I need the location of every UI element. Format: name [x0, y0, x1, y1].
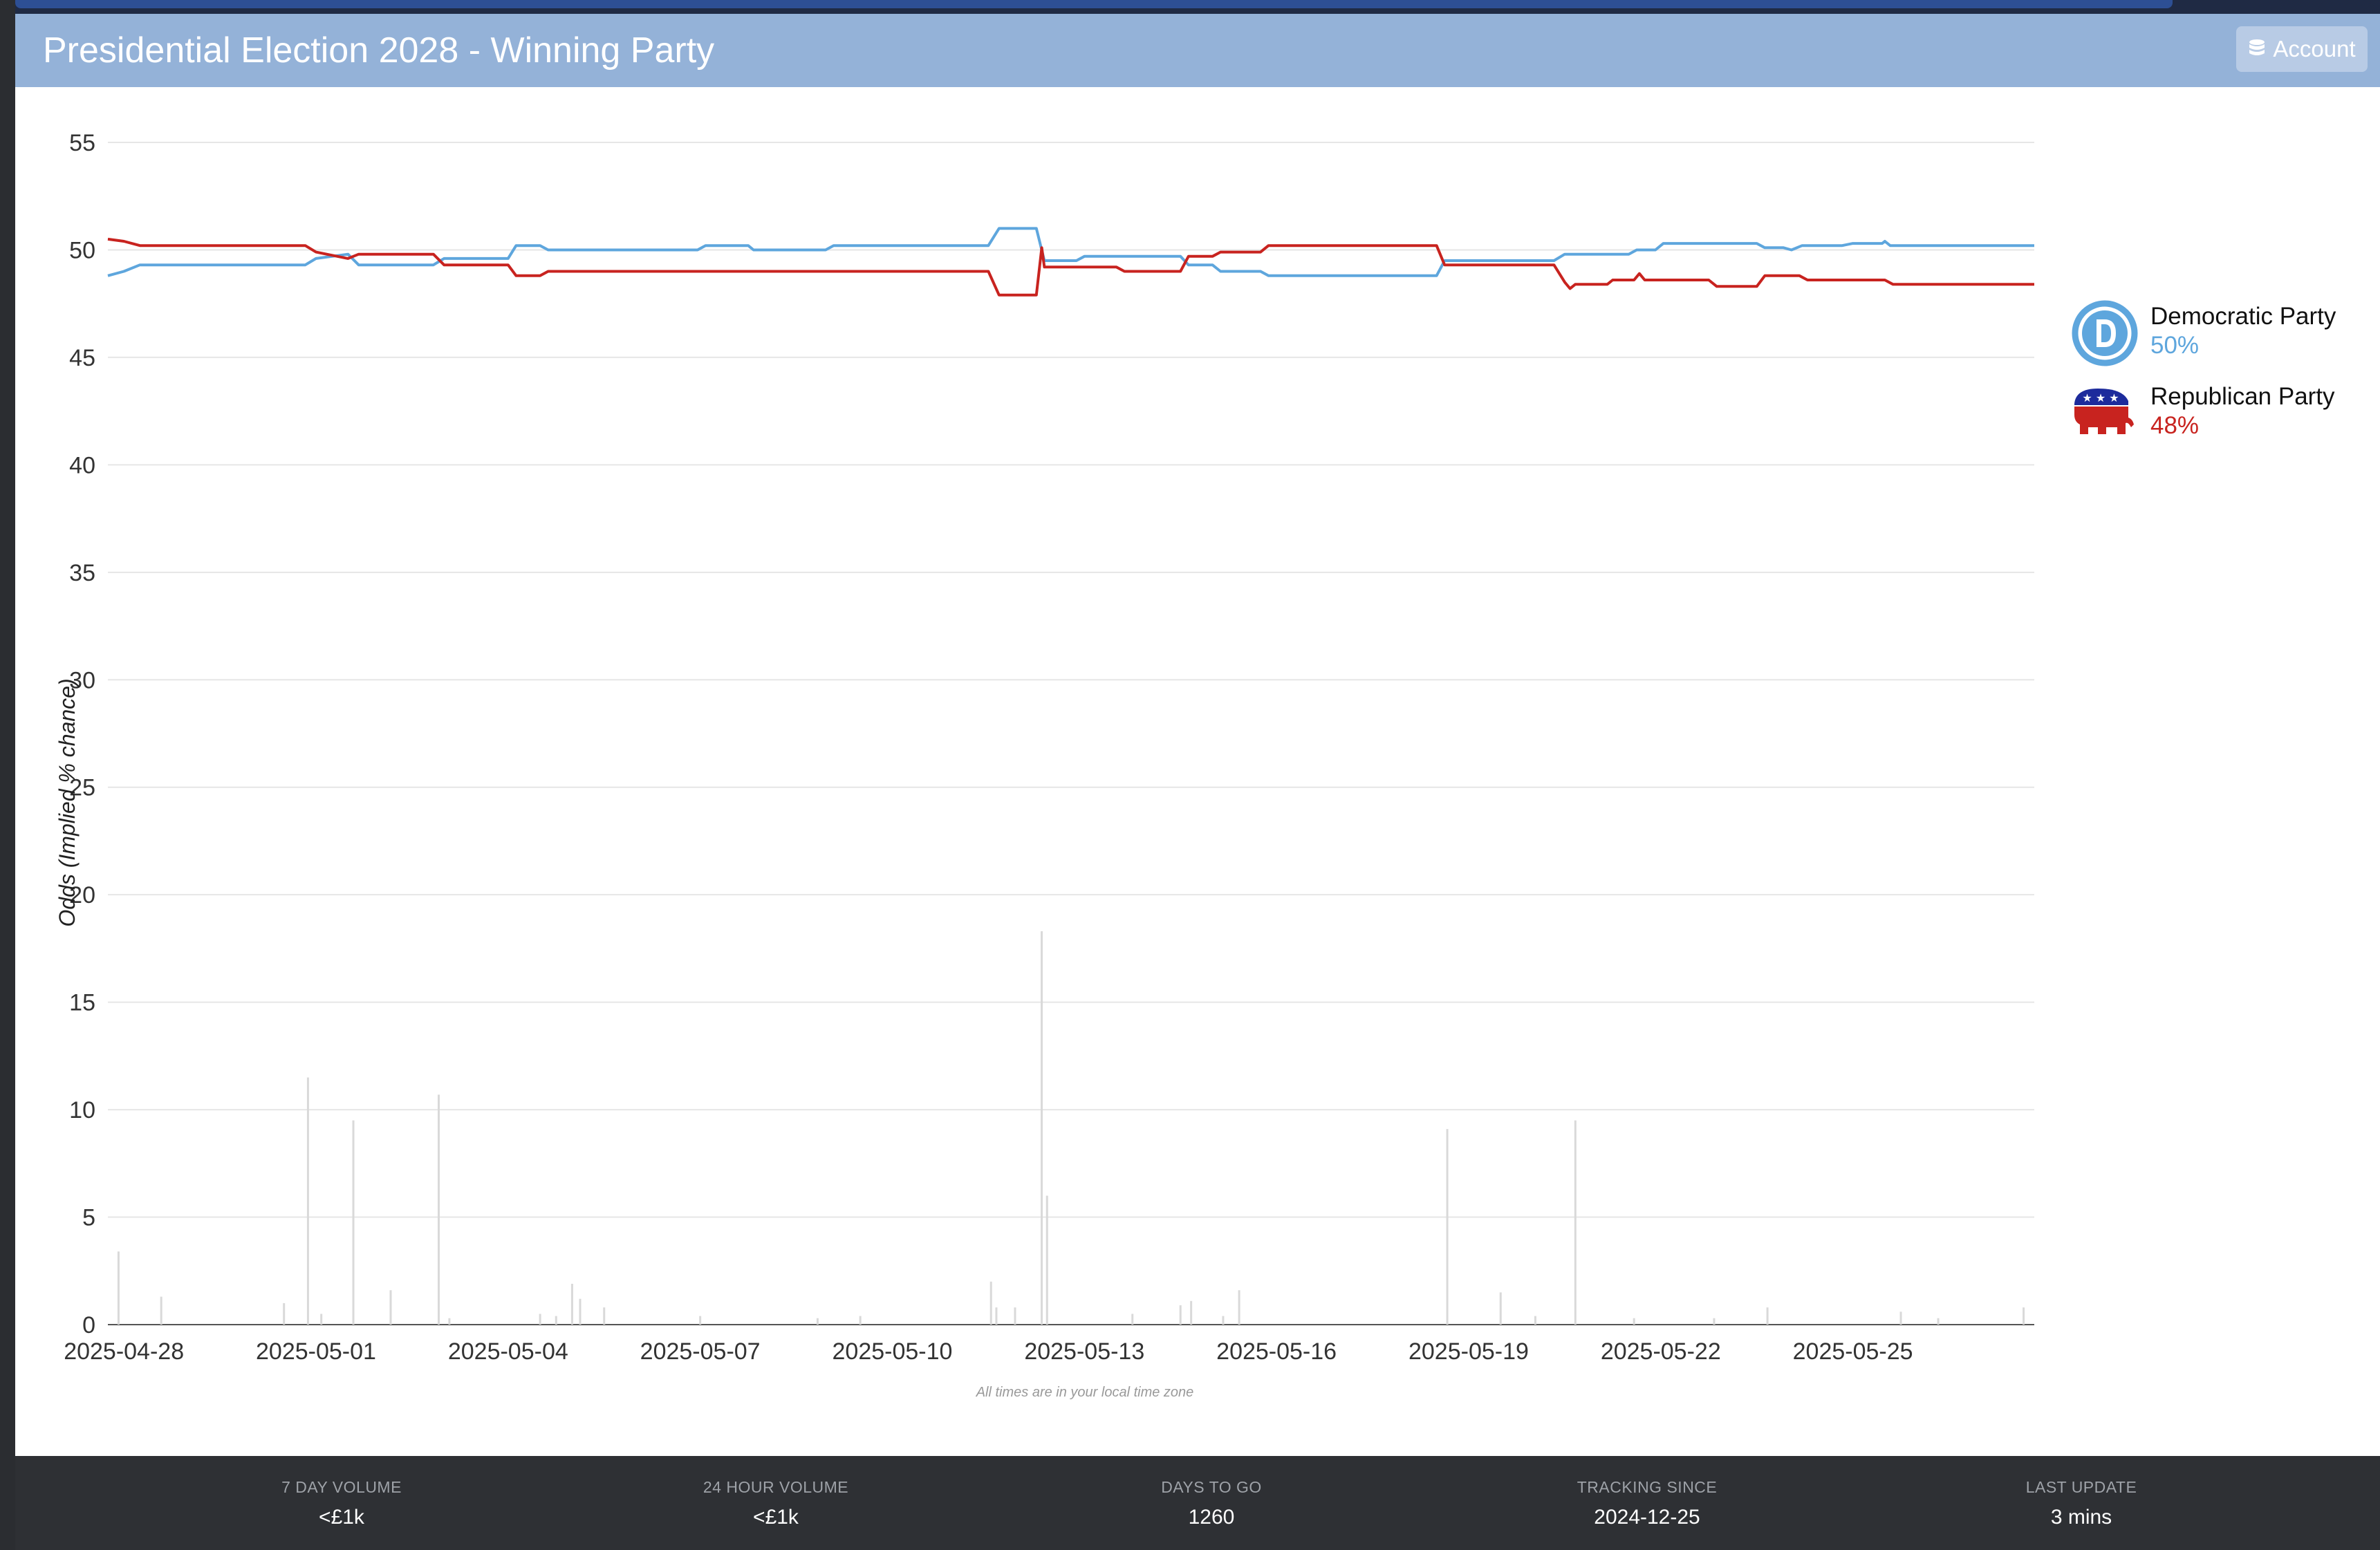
legend-percent: 48%	[2150, 412, 2200, 439]
stat-value: 3 mins	[2050, 1506, 2112, 1529]
democratic-donkey-d-logo-icon	[2072, 300, 2138, 366]
legend-item-democratic[interactable]: Democratic Party 50%	[2070, 295, 2380, 375]
page-header: Presidential Election 2028 - Winning Par…	[15, 14, 2380, 87]
stat-label: TRACKING SINCE	[1577, 1478, 1718, 1496]
x-tick-label: 2025-05-25	[1793, 1338, 1913, 1365]
stats-footer: 7 DAY VOLUME <£1k 24 HOUR VOLUME <£1k DA…	[15, 1456, 2380, 1550]
y-tick-label: 0	[82, 1312, 95, 1338]
account-button[interactable]: Account	[2236, 26, 2368, 72]
y-tick-label: 40	[69, 452, 95, 478]
legend-name: Democratic Party	[2150, 303, 2336, 330]
y-tick-label: 50	[69, 237, 95, 263]
y-tick-label: 10	[69, 1097, 95, 1123]
browser-top-strip	[0, 0, 2380, 14]
x-tick-label: 2025-05-10	[833, 1338, 953, 1365]
y-tick-label: 20	[69, 882, 95, 908]
stat-value: 2024-12-25	[1594, 1506, 1700, 1529]
stat-value: <£1k	[753, 1506, 799, 1529]
x-tick-label: 2025-04-28	[64, 1338, 184, 1365]
odds-chart: 0 5 10 15 20 25 30 35 40 45 50 55 2025-04-28 2025-05-…	[55, 130, 2034, 1400]
x-tick-label: 2025-05-19	[1409, 1338, 1529, 1365]
timezone-note: All times are in your local time zone	[976, 1385, 1194, 1400]
y-tick-label: 45	[69, 345, 95, 371]
y-tick-label: 15	[69, 990, 95, 1016]
x-tick-label: 2025-05-13	[1024, 1338, 1144, 1365]
y-tick-label: 25	[69, 775, 95, 801]
stat-label: 24 HOUR VOLUME	[703, 1478, 849, 1496]
y-tick-label: 5	[82, 1205, 95, 1231]
x-tick-label: 2025-05-04	[448, 1338, 568, 1365]
stat-value: <£1k	[319, 1506, 364, 1529]
y-axis-label: Odds (Implied % chance)	[55, 678, 80, 926]
legend-percent: 50%	[2150, 332, 2200, 359]
chart-area: 0 5 10 15 20 25 30 35 40 45 50 55 2025-04-28 2025-05-…	[15, 87, 2380, 1456]
legend-item-republican[interactable]: ★ ★ ★ Republican Party 48%	[2070, 375, 2380, 455]
y-tick-label: 35	[69, 560, 95, 586]
stat-label: 7 DAY VOLUME	[281, 1478, 402, 1496]
y-tick-label: 30	[69, 667, 95, 693]
x-tick-label: 2025-05-22	[1601, 1338, 1721, 1365]
y-tick-label: 55	[69, 130, 95, 156]
left-window-edge	[0, 0, 15, 1550]
x-tick-label: 2025-05-16	[1216, 1338, 1337, 1365]
stat-label: DAYS TO GO	[1161, 1478, 1262, 1496]
svg-text:★ ★ ★: ★ ★ ★	[2082, 391, 2119, 404]
top-accent-bar	[15, 0, 2173, 8]
stat-value: 1260	[1188, 1506, 1235, 1529]
page-title: Presidential Election 2028 - Winning Par…	[43, 30, 715, 71]
stat-label: LAST UPDATE	[2025, 1478, 2137, 1496]
series-line-republican	[107, 237, 2034, 297]
x-tick-label: 2025-05-01	[256, 1338, 376, 1365]
series-line-democratic	[107, 227, 2034, 277]
chart-legend: Democratic Party 50% ★ ★ ★ Republican Pa…	[2070, 295, 2380, 455]
republican-elephant-logo-icon: ★ ★ ★	[2074, 389, 2134, 434]
database-icon	[2249, 39, 2265, 55]
account-label: Account	[2273, 36, 2356, 62]
x-tick-label: 2025-05-07	[640, 1338, 761, 1365]
legend-name: Republican Party	[2150, 383, 2335, 410]
